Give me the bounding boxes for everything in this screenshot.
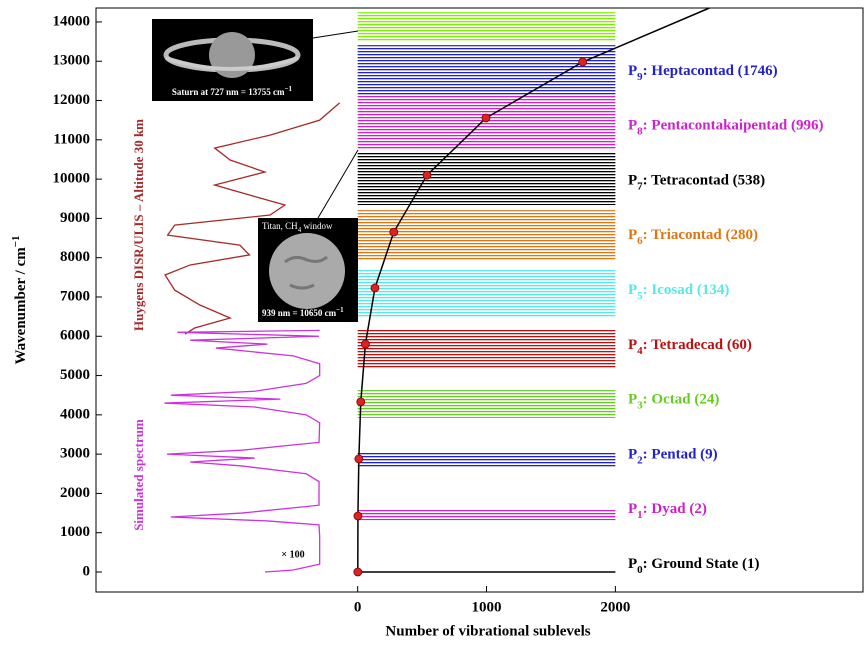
polyad-name: : Heptacontad (1746) [643,63,778,79]
polyad-symbol: P [628,282,637,298]
y-tick-label: 9000 [60,210,90,226]
band [358,330,616,368]
band [358,152,616,205]
x-tick-label: 2000 [600,599,630,615]
polyad-symbol: P [628,63,637,79]
polyad-label: P2: Pentad (9) [628,447,718,466]
y-axis-title: Wavenumber / cm−1 [10,236,30,365]
connector [313,31,358,38]
polyad-dot [371,284,379,292]
polyad-label: P5: Icosad (134) [628,282,729,301]
title-text: Titan, CH [262,221,298,231]
polyad-dot [354,512,362,520]
band [358,95,616,150]
polyad-name: : Pentacontakaipentad (996) [643,118,824,134]
caption-text: Saturn at 727 nm = 13755 cm [172,87,285,97]
polyad-label: P4: Tetradecad (60) [628,337,752,356]
y-tick-label: 2000 [60,485,90,501]
y-tick-label: 14000 [53,13,91,29]
y-label-sup: −1 [10,236,22,248]
y-tick-label: 4000 [60,406,90,422]
y-tick-label: 12000 [53,92,91,108]
connector [318,150,358,218]
polyad-symbol: P [628,228,637,244]
polyad-dot [423,171,431,179]
polyad-label: P1: Dyad (2) [628,502,707,521]
band [358,510,616,520]
polyad-dot [354,568,362,576]
band [358,45,616,95]
polyad-symbol: P [628,556,637,572]
caption-sup: −1 [285,85,293,93]
x-axis-title: Number of vibrational sublevels [385,623,590,639]
band [358,12,616,42]
polyad-dot [357,398,365,406]
polyad-symbol: P [628,502,637,518]
x-tick-label: 0 [354,599,362,615]
polyad-label: P8: Pentacontakaipentad (996) [628,118,824,137]
y-tick-label: 10000 [53,171,91,187]
y-label-text: Wavenumber / cm [13,247,29,365]
y-tick-label: 13000 [53,53,91,69]
polyad-label: P3: Octad (24) [628,392,719,411]
polyad-name: : Icosad (134) [643,282,730,298]
y-tick-label: 0 [83,563,91,579]
polyad-label: P7: Tetracontad (538) [628,173,765,192]
image-caption: 939 nm = 10650 cm−1 [262,306,344,318]
y-tick-label: 6000 [60,328,90,344]
saturn-body [209,32,255,78]
y-tick-label: 7000 [60,288,90,304]
polyad-dot [361,340,369,348]
band [358,390,616,418]
y-tick-label: 8000 [60,249,90,265]
title-end: window [301,221,333,231]
polyad-symbol: P [628,337,637,353]
polyad-name: : Tetradecad (60) [643,337,752,353]
x-tick-label: 1000 [472,599,502,615]
y-tick-label: 3000 [60,446,90,462]
polyad-dot [482,114,490,122]
polyad-symbol: P [628,118,637,134]
polyad-symbol: P [628,392,637,408]
polyad-name: : Pentad (9) [643,447,718,463]
polyad-dot [390,228,398,236]
titan-body [269,233,345,309]
image-caption: Saturn at 727 nm = 13755 cm−1 [172,85,293,97]
polyad-name: : Tetracontad (538) [643,173,766,189]
y-tick-label: 5000 [60,367,90,383]
polyad-name: : Triacontad (280) [643,228,758,244]
band [358,270,616,317]
caption-sup: −1 [336,306,344,314]
chart: Wavenumber / cm−1 Number of vibrational … [0,0,864,645]
annotation: × 100 [281,549,304,560]
polyad-name: : Dyad (2) [643,502,707,518]
polyad-label: P9: Heptacontad (1746) [628,63,778,82]
y-tick-label: 11000 [53,131,90,147]
polyad-symbol: P [628,447,637,463]
y-tick-label: 1000 [60,524,90,540]
spectrum-label: Simulated spectrum [131,419,146,531]
titan-image: Titan, CH4 window 939 nm = 10650 cm−1 [258,150,358,322]
polyad-name: : Octad (24) [643,392,720,408]
polyad-dot [355,455,363,463]
polyad-label: P0: Ground State (1) [628,556,759,575]
polyad-dot [579,58,587,66]
spectrum-label: Huygens DISR/ULIS – Altitude 30 km [131,119,146,331]
saturn-image: Saturn at 727 nm = 13755 cm−1 [152,19,358,101]
polyad-label: P6: Triacontad (280) [628,228,758,247]
polyad-symbol: P [628,173,637,189]
polyad-name: : Ground State (1) [643,556,760,572]
spectrum-line [164,330,319,572]
caption-text: 939 nm = 10650 cm [262,308,337,318]
band [358,452,616,467]
